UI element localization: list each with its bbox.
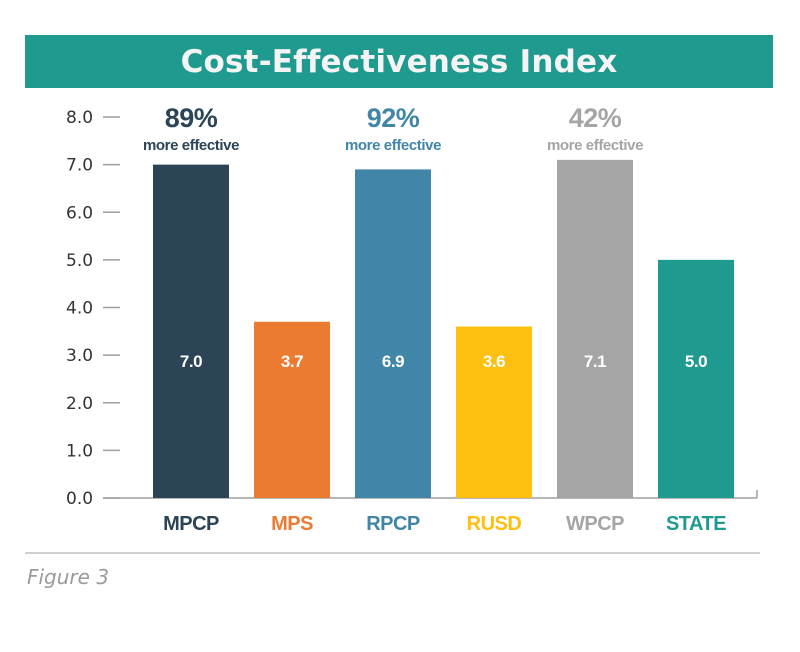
category-label: RUSD xyxy=(467,513,522,535)
bar-chart: 0.0 1.0 2.0 3.0 4.0 5.0 6.0 7.0 8.0 7.0 MPCP 3.7 MPS… xyxy=(66,103,758,535)
chart-title-bar: Cost-Effectiveness Index xyxy=(25,35,773,88)
y-tick-label: 4.0 xyxy=(66,299,93,319)
y-tick-label: 5.0 xyxy=(66,251,93,271)
y-tick-label: 8.0 xyxy=(66,108,93,128)
y-tick-label: 6.0 xyxy=(66,203,93,223)
bar-mps xyxy=(254,321,330,498)
bar-value-label: 5.0 xyxy=(685,352,707,371)
y-tick-label: 2.0 xyxy=(66,394,93,414)
divider xyxy=(25,552,760,554)
category-label: RPCP xyxy=(366,513,420,535)
bar-value-label: 7.0 xyxy=(180,352,202,371)
bar-value-label: 7.1 xyxy=(584,352,606,371)
category-label: STATE xyxy=(666,513,726,535)
bar-mpcp xyxy=(153,164,229,498)
bar-rusd xyxy=(456,326,532,498)
category-label: MPS xyxy=(271,513,313,535)
annotation-text: more effective xyxy=(143,137,239,154)
chart-title: Cost-Effectiveness Index xyxy=(180,43,618,80)
y-tick-label: 1.0 xyxy=(66,441,93,461)
category-label: WPCP xyxy=(566,513,624,535)
y-tick-label: 0.0 xyxy=(66,489,93,509)
figure-caption: Figure 3 xyxy=(27,565,110,589)
y-tick-label: 7.0 xyxy=(66,156,93,176)
annotation-text: more effective xyxy=(345,137,441,154)
annotation-text: more effective xyxy=(547,137,643,154)
bar-value-label: 3.6 xyxy=(483,352,505,371)
y-tick-label: 3.0 xyxy=(66,346,93,366)
bar-state xyxy=(658,259,734,498)
category-label: MPCP xyxy=(163,513,219,535)
bar-value-label: 6.9 xyxy=(382,352,404,371)
annotation-percent: 89% xyxy=(165,103,218,133)
annotation-percent: 42% xyxy=(569,103,622,133)
annotation-percent: 92% xyxy=(367,103,420,133)
bar-value-label: 3.7 xyxy=(281,352,303,371)
bar-wpcp xyxy=(557,159,633,499)
bar-rpcp xyxy=(355,169,431,498)
